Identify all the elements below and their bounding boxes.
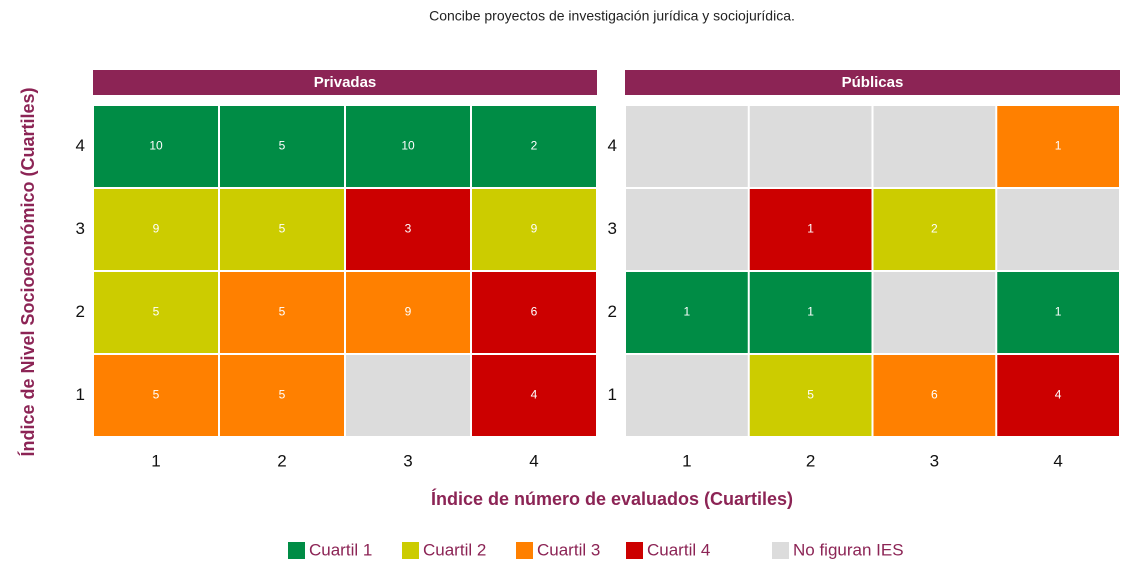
cell-label: 5 xyxy=(279,139,286,153)
y-tick-label: 1 xyxy=(608,385,617,404)
legend-swatch xyxy=(516,542,533,559)
heatmap-cell xyxy=(94,272,218,353)
cell-label: 5 xyxy=(153,388,160,402)
heatmap-cell xyxy=(472,355,596,436)
heatmap-cell xyxy=(626,355,748,436)
legend-label: Cuartil 1 xyxy=(309,540,372,559)
y-tick-label: 2 xyxy=(76,302,85,321)
legend-swatch xyxy=(772,542,789,559)
heatmap-cell xyxy=(346,106,470,187)
cell-label: 6 xyxy=(531,305,538,319)
legend-label: No figuran IES xyxy=(793,540,904,559)
legend-swatch xyxy=(626,542,643,559)
y-tick-label: 4 xyxy=(76,136,85,155)
cell-label: 9 xyxy=(153,222,160,236)
heatmap-cell xyxy=(94,189,218,270)
y-tick-label: 1 xyxy=(76,385,85,404)
heatmap-cell xyxy=(873,189,996,270)
y-tick-label: 4 xyxy=(608,136,617,155)
heatmap-cell xyxy=(997,189,1119,270)
x-tick-label: 3 xyxy=(930,451,939,470)
cell-label: 9 xyxy=(405,305,412,319)
heatmap-cell xyxy=(346,355,470,436)
heatmap-cell xyxy=(873,272,996,353)
heatmap-cell xyxy=(220,189,344,270)
heatmap-cell xyxy=(346,189,470,270)
y-tick-label: 2 xyxy=(608,302,617,321)
cell-label: 5 xyxy=(153,305,160,319)
legend-label: Cuartil 4 xyxy=(647,540,710,559)
heatmap-cell xyxy=(749,355,872,436)
heatmap-cell xyxy=(749,189,872,270)
cell-label: 5 xyxy=(807,388,814,402)
cell-label: 1 xyxy=(807,222,814,236)
heatmap-cell xyxy=(472,189,596,270)
y-tick-label: 3 xyxy=(76,219,85,238)
y-tick-label: 3 xyxy=(608,219,617,238)
cell-label: 6 xyxy=(931,388,938,402)
heatmap-cell xyxy=(472,272,596,353)
cell-label: 2 xyxy=(531,139,538,153)
legend-label: Cuartil 2 xyxy=(423,540,486,559)
x-tick-label: 2 xyxy=(277,451,286,470)
chart-title: Concibe proyectos de investigación juríd… xyxy=(429,8,795,24)
cell-label: 5 xyxy=(279,305,286,319)
cell-label: 1 xyxy=(684,305,691,319)
cell-label: 1 xyxy=(1055,139,1062,153)
cell-label: 9 xyxy=(531,222,538,236)
cell-label: 4 xyxy=(531,388,538,402)
cell-label: 10 xyxy=(401,139,415,153)
heatmap-cell xyxy=(749,272,872,353)
x-tick-label: 2 xyxy=(806,451,815,470)
heatmap-cell xyxy=(873,355,996,436)
heatmap-cell xyxy=(346,272,470,353)
cell-label: 1 xyxy=(807,305,814,319)
heatmap-cell xyxy=(220,272,344,353)
heatmap-cell xyxy=(220,355,344,436)
cell-label: 2 xyxy=(931,222,938,236)
cell-label: 4 xyxy=(1055,388,1062,402)
heatmap-cell xyxy=(626,272,748,353)
heatmap-cell xyxy=(626,106,748,187)
heatmap-cell xyxy=(220,106,344,187)
x-tick-label: 1 xyxy=(151,451,160,470)
heatmap-cell xyxy=(749,106,872,187)
cell-label: 5 xyxy=(279,388,286,402)
legend-swatch xyxy=(288,542,305,559)
heatmap-cell xyxy=(997,106,1119,187)
heatmap-cell xyxy=(94,106,218,187)
cell-label: 3 xyxy=(405,222,412,236)
x-tick-label: 4 xyxy=(529,451,538,470)
facet-strip xyxy=(93,70,597,95)
x-tick-label: 4 xyxy=(1053,451,1062,470)
heatmap-cell xyxy=(873,106,996,187)
heatmap-cell xyxy=(997,272,1119,353)
legend-swatch xyxy=(402,542,419,559)
facet-label: Privadas xyxy=(314,74,377,91)
x-tick-label: 3 xyxy=(403,451,412,470)
heatmap-cell xyxy=(626,189,748,270)
cell-label: 1 xyxy=(1055,305,1062,319)
facet-label: Públicas xyxy=(842,74,904,91)
cell-label: 10 xyxy=(149,139,163,153)
legend-label: Cuartil 3 xyxy=(537,540,600,559)
heatmap-cell xyxy=(472,106,596,187)
heatmap-cell xyxy=(997,355,1119,436)
heatmap-cell xyxy=(94,355,218,436)
x-tick-label: 1 xyxy=(682,451,691,470)
cell-label: 5 xyxy=(279,222,286,236)
y-axis-label: Índice de Nivel Socioeconómico (Cuartile… xyxy=(17,87,38,456)
facet-strip xyxy=(625,70,1120,95)
x-axis-label: Índice de número de evaluados (Cuartiles… xyxy=(431,488,793,509)
